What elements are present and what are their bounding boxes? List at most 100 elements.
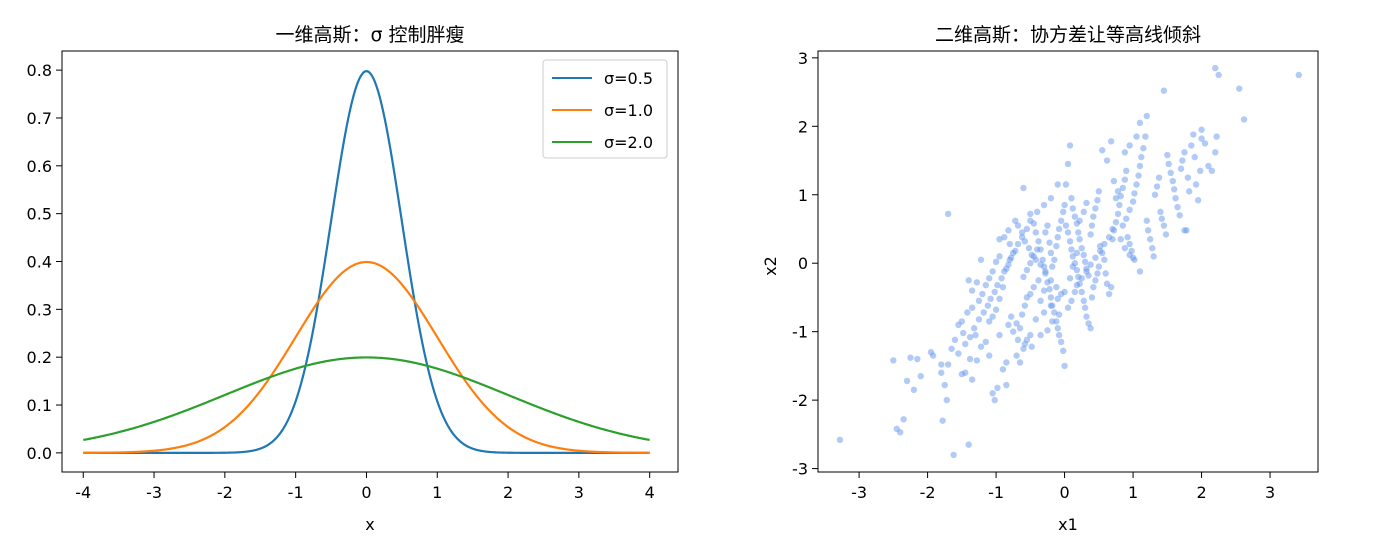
scatter-point — [1016, 359, 1024, 366]
scatter-point — [890, 357, 897, 364]
scatter-point — [1012, 217, 1019, 224]
scatter-point — [1049, 263, 1056, 270]
scatter-point — [1138, 153, 1145, 161]
x-tick-label: 1 — [432, 483, 442, 502]
scatter-point — [1092, 254, 1099, 261]
scatter-point — [951, 336, 959, 344]
scatter-point — [1114, 188, 1122, 195]
scatter-point — [955, 350, 962, 357]
scatter-point — [1146, 236, 1154, 243]
scatter-point — [1076, 217, 1083, 224]
scatter-point — [1213, 133, 1220, 140]
scatter-point — [1096, 247, 1104, 255]
scatter-point — [1007, 313, 1015, 320]
scatter-point — [1028, 343, 1035, 350]
scatter-point — [1032, 229, 1040, 236]
scatter-point — [1101, 256, 1108, 263]
scatter-point — [1116, 201, 1123, 209]
scatter-point — [1060, 208, 1067, 216]
scatter-point — [1119, 184, 1126, 192]
scatter-point — [1037, 261, 1044, 268]
scatter-point — [1105, 234, 1113, 241]
scatter-point — [986, 352, 993, 359]
scatter-point — [943, 396, 950, 404]
scatter-point — [1117, 236, 1124, 243]
scatter-point — [1212, 64, 1219, 72]
scatter-point — [1053, 283, 1060, 291]
scatter-point — [929, 352, 937, 359]
scatter-point — [996, 331, 1003, 339]
scatter-point — [1167, 169, 1174, 177]
scatter-point — [1140, 145, 1147, 152]
scatter-point — [991, 396, 998, 404]
scatter-point — [1044, 327, 1051, 334]
x-tick-label: -1 — [288, 483, 304, 502]
scatter-point — [1215, 71, 1222, 79]
x-tick-label: 3 — [574, 483, 584, 502]
scatter-point — [1037, 297, 1044, 305]
legend-label-3: σ=2.0 — [604, 133, 653, 152]
y-tick-label: 0.5 — [27, 205, 52, 224]
scatter-point — [989, 268, 996, 275]
scatter-point — [1112, 194, 1120, 202]
tick-group: -4 -3 -2 -1 0 1 2 3 4 0.0 0.1 0.2 0.3 0.4 0.5 0.6 0.7 0.8 — [27, 61, 655, 502]
scatter-point — [1021, 340, 1029, 348]
scatter-point — [1177, 165, 1185, 172]
y-tick-label: 0.7 — [27, 109, 52, 128]
scatter-point — [1040, 201, 1048, 209]
tick-group: -3 -2 -1 0 1 2 3 -3 -2 -1 0 1 2 3 — [792, 49, 1275, 502]
scatter-point — [992, 258, 1000, 266]
scatter-point — [1076, 236, 1083, 243]
scatter-point — [1027, 217, 1034, 224]
scatter-point — [1069, 205, 1076, 212]
scatter-point — [1080, 297, 1087, 305]
scatter-point — [1061, 288, 1068, 296]
scatter-point — [965, 441, 972, 448]
x-tick-label: 3 — [1265, 483, 1275, 502]
scatter-point — [1099, 147, 1106, 154]
scatter-point — [1153, 183, 1161, 190]
scatter-point — [1064, 304, 1072, 311]
scatter-point — [955, 321, 962, 329]
scatter-point — [1083, 268, 1090, 275]
scatter-point — [903, 377, 911, 385]
scatter-point — [1094, 197, 1101, 204]
scatter-point — [1062, 181, 1070, 188]
scatter-point — [982, 338, 990, 346]
scatter-point — [1061, 201, 1068, 209]
plot-area — [836, 64, 1303, 459]
scatter-point — [1001, 234, 1008, 241]
scatter-point — [1176, 212, 1183, 219]
scatter-point — [1144, 227, 1152, 234]
scatter-point — [1055, 331, 1063, 339]
scatter-point — [1131, 190, 1138, 197]
scatter-point — [1014, 336, 1022, 344]
scatter-point — [1005, 227, 1012, 234]
scatter-point — [1236, 85, 1243, 92]
scatter-point — [1016, 325, 1024, 332]
x-axis-label: x1 — [1058, 515, 1078, 534]
scatter-point — [1021, 302, 1029, 309]
scatter-point — [958, 370, 966, 378]
scatter-point — [950, 451, 957, 459]
scatter-point — [1190, 131, 1197, 138]
scatter-point — [1047, 294, 1055, 301]
scatter-point — [1155, 174, 1163, 181]
scatter-point — [1135, 172, 1142, 179]
scatter-point — [973, 279, 981, 286]
scatter-point — [984, 302, 992, 309]
y-tick-label: -1 — [792, 323, 808, 342]
scatter-point — [1110, 177, 1118, 185]
scatter-point — [1073, 249, 1081, 257]
scatter-point — [1054, 234, 1061, 241]
scatter-point — [1133, 133, 1140, 140]
y-tick-label: 3 — [798, 49, 808, 68]
scatter-point — [1083, 313, 1090, 320]
legend-label-2: σ=1.0 — [604, 101, 653, 120]
scatter-point — [836, 436, 844, 444]
scatter-point — [1129, 198, 1137, 205]
x-tick-label: -3 — [851, 483, 867, 502]
scatter-point — [1184, 174, 1192, 181]
scatter-point — [1090, 213, 1097, 220]
scatter-point — [977, 343, 985, 350]
